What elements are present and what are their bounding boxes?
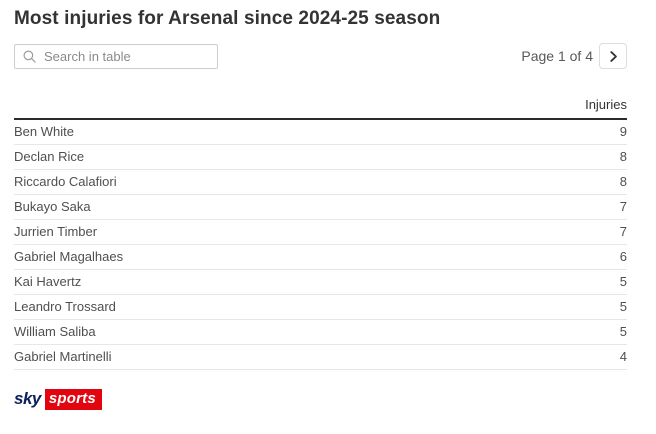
table-row: Riccardo Calafiori 8 xyxy=(14,169,627,195)
table-row: Ben White 9 xyxy=(14,119,627,145)
player-name-cell: William Saliba xyxy=(14,319,444,345)
player-name-cell: Gabriel Magalhaes xyxy=(14,244,444,270)
injuries-count-cell: 8 xyxy=(443,169,627,195)
injuries-count-cell: 4 xyxy=(443,344,627,370)
pagination-label: Page 1 of 4 xyxy=(521,48,593,64)
pagination: Page 1 of 4 xyxy=(521,43,627,69)
injuries-table: Injuries Ben White 9 Declan Rice 8 Ricca… xyxy=(14,97,627,370)
player-name-cell: Riccardo Calafiori xyxy=(14,169,444,195)
table-body: Ben White 9 Declan Rice 8 Riccardo Calaf… xyxy=(14,119,627,370)
injuries-count-cell: 5 xyxy=(443,294,627,320)
table-row: Gabriel Magalhaes 6 xyxy=(14,244,627,270)
injuries-count-cell: 9 xyxy=(443,119,627,145)
player-name-cell: Kai Havertz xyxy=(14,269,444,295)
player-name-cell: Gabriel Martinelli xyxy=(14,344,444,370)
search-box[interactable] xyxy=(14,43,218,69)
injuries-count-cell: 5 xyxy=(443,319,627,345)
player-name-cell: Declan Rice xyxy=(14,144,444,170)
table-row: William Saliba 5 xyxy=(14,319,627,345)
table-row: Jurrien Timber 7 xyxy=(14,219,627,245)
table-row: Bukayo Saka 7 xyxy=(14,194,627,220)
column-header-player xyxy=(14,97,444,120)
table-row: Leandro Trossard 5 xyxy=(14,294,627,320)
player-name-cell: Bukayo Saka xyxy=(14,194,444,220)
player-name-cell: Ben White xyxy=(14,119,444,145)
table-toolbar: Page 1 of 4 xyxy=(14,43,627,69)
chevron-right-icon xyxy=(608,50,619,62)
sky-logo-text: sky xyxy=(14,389,41,408)
table-header-row: Injuries xyxy=(14,97,627,120)
column-header-injuries: Injuries xyxy=(443,97,627,120)
player-name-cell: Jurrien Timber xyxy=(14,219,444,245)
injuries-count-cell: 7 xyxy=(443,194,627,220)
injuries-count-cell: 7 xyxy=(443,219,627,245)
table-row: Gabriel Martinelli 4 xyxy=(14,344,627,370)
sports-logo-badge: sports xyxy=(44,388,102,410)
injury-table-widget: Most injuries for Arsenal since 2024-25 … xyxy=(14,8,627,410)
injuries-count-cell: 5 xyxy=(443,269,627,295)
search-input[interactable] xyxy=(44,44,217,68)
sky-sports-logo: sky sports xyxy=(14,388,627,410)
next-page-button[interactable] xyxy=(599,43,627,69)
player-name-cell: Leandro Trossard xyxy=(14,294,444,320)
search-icon xyxy=(22,49,37,64)
page-title: Most injuries for Arsenal since 2024-25 … xyxy=(14,8,441,29)
injuries-count-cell: 6 xyxy=(443,244,627,270)
table-row: Kai Havertz 5 xyxy=(14,269,627,295)
injuries-count-cell: 8 xyxy=(443,144,627,170)
table-row: Declan Rice 8 xyxy=(14,144,627,170)
